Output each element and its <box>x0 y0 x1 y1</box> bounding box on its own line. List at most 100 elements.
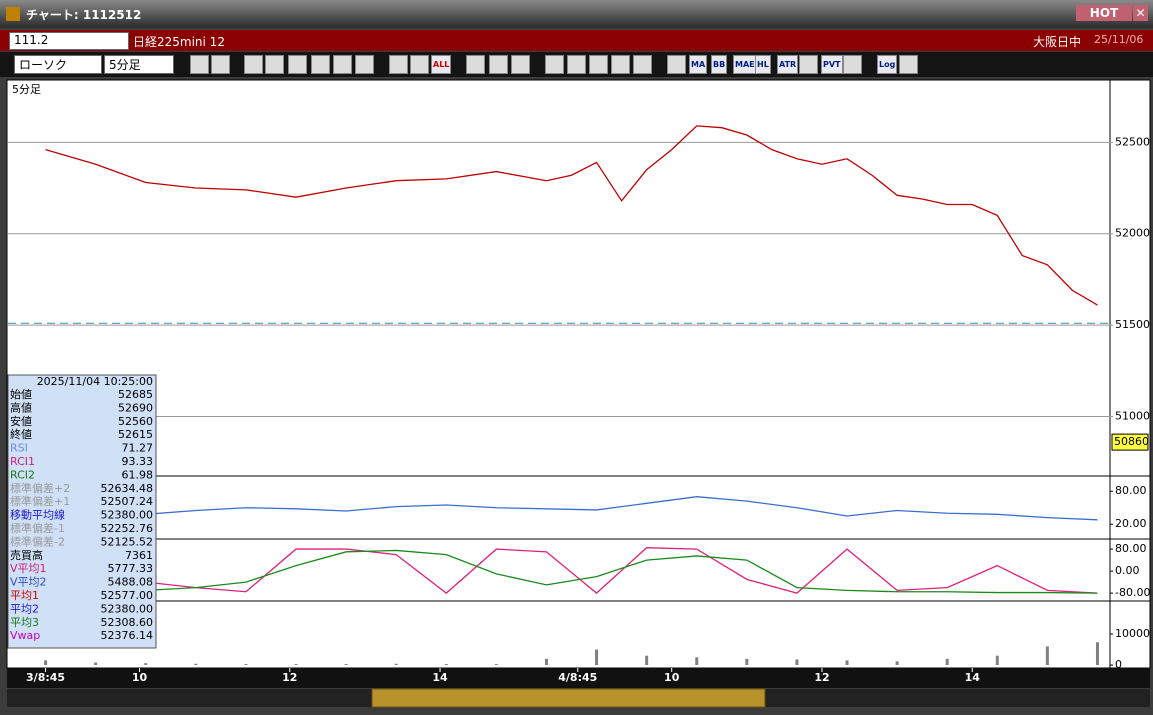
chart-type-select[interactable]: ローソク <box>14 55 102 74</box>
x-tick-label: 12 <box>282 671 297 684</box>
volume-bar <box>294 664 298 665</box>
volume-bar <box>394 663 398 665</box>
info-label: V平均1 <box>10 562 47 575</box>
volume-bar <box>695 657 699 665</box>
y-tick-label: 52000 <box>1115 227 1150 240</box>
volume-bar <box>244 664 248 665</box>
tool-icon[interactable] <box>265 55 284 74</box>
info-value: 52634.48 <box>101 482 154 495</box>
tool-icon[interactable] <box>899 55 918 74</box>
info-value: 52690 <box>118 401 153 414</box>
all-button[interactable]: ALL <box>431 55 452 74</box>
y-tick-label: -80.00 <box>1115 586 1150 599</box>
chart-area <box>6 79 1151 669</box>
log-button[interactable]: Log <box>877 55 898 74</box>
interval: 5分足 <box>109 58 141 72</box>
y-tick-label: 20.00 <box>1115 517 1147 530</box>
last-price-label: 50860 <box>1114 435 1149 448</box>
tool-icon[interactable] <box>667 55 686 74</box>
x-tick-label: 14 <box>432 671 448 684</box>
volume-bar <box>544 658 548 665</box>
tool-icon[interactable] <box>355 55 374 74</box>
tool-icon[interactable] <box>410 55 429 74</box>
panel-label: 5分足 <box>12 83 41 96</box>
tool-icon[interactable] <box>389 55 408 74</box>
date: 25/11/06 <box>1094 33 1144 46</box>
info-value: 5488.08 <box>108 576 154 589</box>
info-label: V平均2 <box>10 576 47 589</box>
series-line <box>45 496 1098 521</box>
tool-icon[interactable] <box>466 55 485 74</box>
hl-button[interactable]: HL <box>755 55 771 74</box>
volume-bar <box>895 661 899 665</box>
x-tick-label: 3/8:45 <box>26 671 65 684</box>
y-tick-label: 0.00 <box>1115 564 1140 577</box>
atr-button[interactable]: ATR <box>777 55 799 74</box>
info-label: 標準偏差-1 <box>10 521 65 535</box>
info-value: 52507.24 <box>101 495 154 508</box>
info-datetime: 2025/11/04 10:25:00 <box>37 375 153 388</box>
info-value: 52685 <box>118 388 153 401</box>
ma-button[interactable]: MA <box>689 55 708 74</box>
tool-icon[interactable] <box>333 55 352 74</box>
tool-icon[interactable] <box>545 55 564 74</box>
pvt-button[interactable]: PVT <box>821 55 843 74</box>
info-label: 標準偏差+2 <box>10 481 70 495</box>
info-value: 61.98 <box>122 468 154 481</box>
info-value: 93.33 <box>122 455 154 468</box>
close-button[interactable]: ✕ <box>1133 5 1148 21</box>
info-panel <box>7 374 157 649</box>
y-tick-label: 0 <box>1115 658 1122 671</box>
info-label: RSI <box>10 442 28 455</box>
tool-icon[interactable] <box>567 55 586 74</box>
y-tick-label: 51000 <box>1115 410 1150 423</box>
volume-bar <box>645 655 649 665</box>
tool-icon[interactable] <box>799 55 818 74</box>
volume-bar <box>344 664 348 665</box>
window-title: チャート: 1112512 <box>26 8 142 22</box>
volume-bar <box>745 658 749 665</box>
series-line <box>45 547 1098 594</box>
info-value: 52615 <box>118 428 153 441</box>
title-bar: チャート: 1112512 HOT ✕ <box>0 0 1153 28</box>
hot-button[interactable]: HOT <box>1076 5 1132 21</box>
tool-icon[interactable] <box>288 55 307 74</box>
bb-button[interactable]: BB <box>711 55 728 74</box>
y-tick-label: 80.00 <box>1115 484 1147 497</box>
tool-icon[interactable] <box>489 55 508 74</box>
tool-icon[interactable] <box>211 55 230 74</box>
tool-icon[interactable] <box>633 55 652 74</box>
symbol-input[interactable]: 111.2 <box>9 32 129 50</box>
info-label: 終値 <box>10 427 32 441</box>
tool-icon[interactable] <box>511 55 530 74</box>
info-value: 52125.52 <box>101 535 154 548</box>
interval-select[interactable]: 5分足 <box>104 55 174 74</box>
volume-bar <box>194 663 198 665</box>
volume-bar <box>144 663 148 665</box>
volume-bar <box>1095 642 1099 665</box>
tool-icon[interactable] <box>244 55 263 74</box>
tool-icon[interactable] <box>843 55 862 74</box>
volume-bar <box>494 664 498 665</box>
info-value: 52308.60 <box>101 616 154 629</box>
tool-icon[interactable] <box>589 55 608 74</box>
x-tick-label: 12 <box>814 671 829 684</box>
info-label: RCI1 <box>10 455 35 468</box>
info-label: RCI2 <box>10 468 35 481</box>
info-label: 平均3 <box>10 616 39 629</box>
last-price-box <box>1111 433 1149 451</box>
volume-bar <box>845 660 849 665</box>
y-tick-label: 51500 <box>1115 318 1150 331</box>
info-label: 平均2 <box>10 602 39 615</box>
app-icon <box>6 7 20 21</box>
info-value: 52376.14 <box>101 629 154 642</box>
tool-icon[interactable] <box>311 55 330 74</box>
tool-icon[interactable] <box>190 55 209 74</box>
tool-icon[interactable] <box>611 55 630 74</box>
info-value: 52380.00 <box>101 509 154 522</box>
info-label: 安値 <box>10 414 32 428</box>
info-value: 7361 <box>125 549 153 562</box>
scroll-thumb[interactable] <box>371 688 766 708</box>
series-line <box>45 125 1098 306</box>
